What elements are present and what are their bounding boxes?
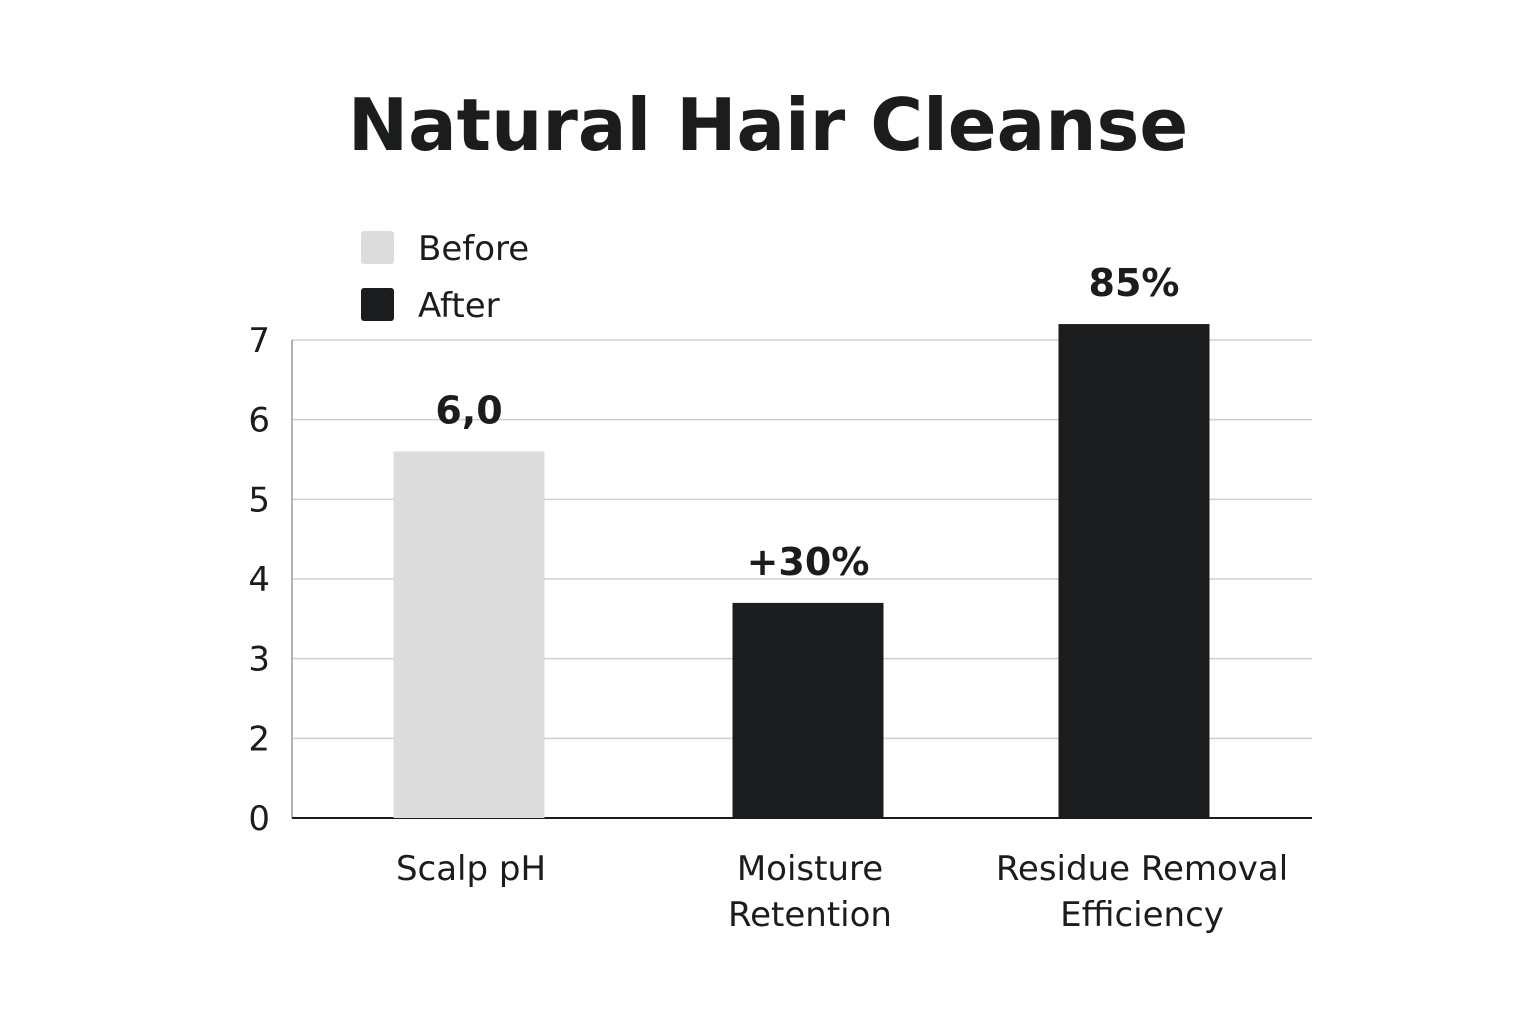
- category-label-line: Scalp pH: [396, 849, 546, 889]
- chart-title: Natural Hair Cleanse: [347, 83, 1189, 167]
- category-label-line: Retention: [728, 895, 892, 935]
- category-label-0: Scalp pH: [396, 849, 546, 889]
- category-label-1: Moisture Retention: [728, 849, 892, 935]
- bar-0: [393, 451, 545, 818]
- y-tick-label: 3: [248, 640, 270, 680]
- data-label-2: 85%: [1089, 261, 1180, 305]
- y-tick-label: 7: [248, 321, 270, 361]
- category-label-line: Residue Removal: [996, 849, 1288, 889]
- data-labels: 6,0 +30% 85%: [435, 261, 1179, 584]
- legend-swatch-before: [361, 231, 394, 264]
- legend-swatch-after: [361, 288, 394, 321]
- category-label-2: Residue Removal Efficiency: [996, 849, 1288, 935]
- category-label-line: Efficiency: [1060, 895, 1224, 935]
- category-label-line: Moisture: [737, 849, 883, 889]
- y-axis-ticks: 0 2 3 4 5 6 7: [248, 321, 270, 839]
- bars: [393, 324, 1210, 818]
- data-label-1: +30%: [747, 540, 870, 584]
- bar-2: [1058, 324, 1210, 818]
- y-tick-label: 0: [248, 799, 270, 839]
- x-axis-categories: Scalp pH Moisture Retention Residue Removal…: [396, 849, 1288, 935]
- y-tick-label: 5: [248, 480, 270, 520]
- legend-label-before: Before: [418, 229, 529, 269]
- y-tick-label: 4: [248, 560, 270, 600]
- legend-label-after: After: [418, 286, 500, 326]
- y-tick-label: 2: [248, 719, 270, 759]
- bar-1: [732, 602, 884, 818]
- data-label-0: 6,0: [435, 389, 502, 433]
- y-tick-label: 6: [248, 401, 270, 441]
- legend: Before After: [361, 229, 529, 326]
